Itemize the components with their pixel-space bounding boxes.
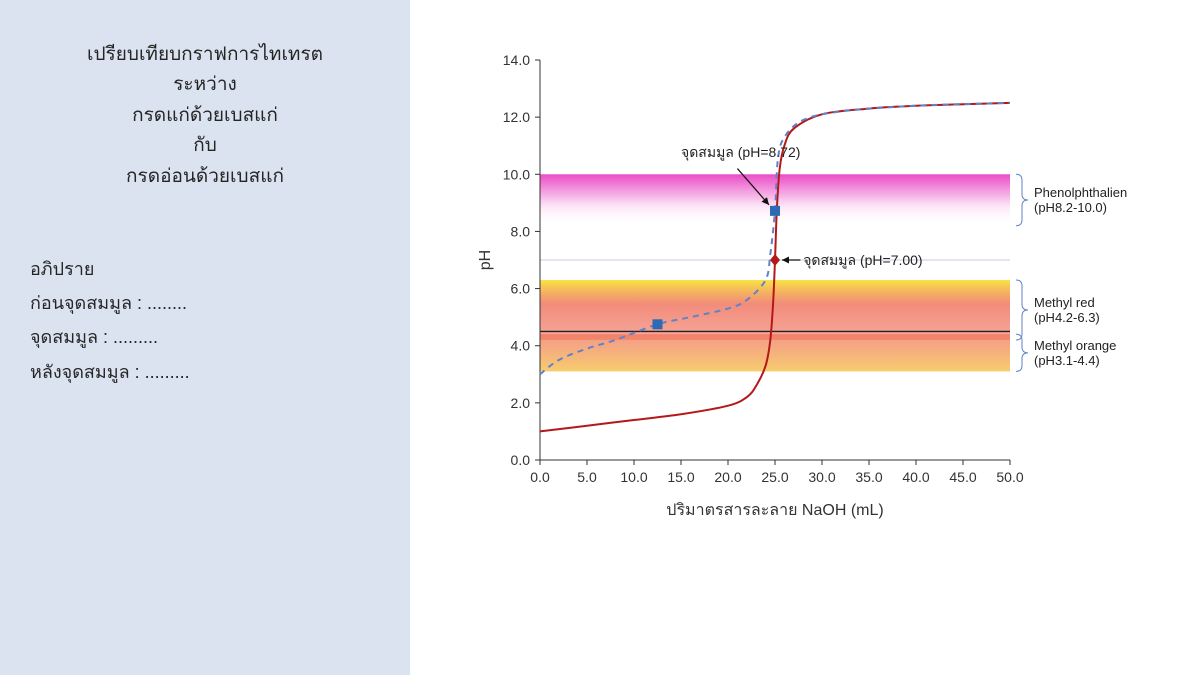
- svg-text:(pH4.2-6.3): (pH4.2-6.3): [1034, 310, 1100, 325]
- svg-text:0.0: 0.0: [511, 452, 531, 468]
- svg-text:4.0: 4.0: [511, 338, 531, 354]
- discuss-line: จุดสมมูล : .........: [30, 320, 380, 354]
- titration-chart: 0.0 5.0 10.0 15.0 20.0 25.0 30.0 35.0 40.0 45.0 50…: [450, 40, 1180, 620]
- title-line: เปรียบเทียบกราฟการไทเทรต: [30, 40, 380, 70]
- discuss-line: ก่อนจุดสมมูล : ........: [30, 286, 380, 320]
- svg-text:8.0: 8.0: [511, 223, 531, 239]
- svg-text:20.0: 20.0: [714, 469, 741, 485]
- svg-text:(pH8.2-10.0): (pH8.2-10.0): [1034, 200, 1107, 215]
- title-line: ระหว่าง: [30, 70, 380, 100]
- svg-text:14.0: 14.0: [503, 52, 530, 68]
- title-line: กับ: [30, 131, 380, 161]
- svg-text:6.0: 6.0: [511, 281, 531, 297]
- discuss-line: หลังจุดสมมูล : .........: [30, 355, 380, 389]
- svg-text:Methyl orange: Methyl orange: [1034, 338, 1116, 353]
- sidebar-panel: เปรียบเทียบกราฟการไทเทรต ระหว่าง กรดแก่ด…: [0, 0, 410, 675]
- svg-text:จุดสมมูล (pH=7.00): จุดสมมูล (pH=7.00): [803, 252, 922, 269]
- svg-text:Phenolphthalien: Phenolphthalien: [1034, 185, 1127, 200]
- title-line: กรดแก่ด้วยเบสแก่: [30, 101, 380, 131]
- sidebar-title: เปรียบเทียบกราฟการไทเทรต ระหว่าง กรดแก่ด…: [30, 40, 380, 192]
- title-line: กรดอ่อนด้วยเบสแก่: [30, 162, 380, 192]
- svg-text:10.0: 10.0: [620, 469, 647, 485]
- svg-text:45.0: 45.0: [949, 469, 976, 485]
- svg-text:35.0: 35.0: [855, 469, 882, 485]
- svg-text:Methyl red: Methyl red: [1034, 295, 1095, 310]
- svg-text:30.0: 30.0: [808, 469, 835, 485]
- svg-text:50.0: 50.0: [996, 469, 1023, 485]
- svg-text:40.0: 40.0: [902, 469, 929, 485]
- svg-text:pH: pH: [477, 250, 494, 270]
- svg-text:10.0: 10.0: [503, 166, 530, 182]
- svg-text:5.0: 5.0: [577, 469, 597, 485]
- chart-area: 0.0 5.0 10.0 15.0 20.0 25.0 30.0 35.0 40.0 45.0 50…: [410, 0, 1200, 675]
- svg-text:(pH3.1-4.4): (pH3.1-4.4): [1034, 353, 1100, 368]
- svg-text:0.0: 0.0: [530, 469, 550, 485]
- svg-text:25.0: 25.0: [761, 469, 788, 485]
- svg-text:ปริมาตรสารละลาย NaOH (mL): ปริมาตรสารละลาย NaOH (mL): [666, 502, 883, 519]
- discuss-heading: อภิปราย: [30, 252, 380, 286]
- svg-text:2.0: 2.0: [511, 395, 531, 411]
- svg-text:15.0: 15.0: [667, 469, 694, 485]
- svg-text:12.0: 12.0: [503, 109, 530, 125]
- svg-text:จุดสมมูล (pH=8.72): จุดสมมูล (pH=8.72): [681, 144, 800, 161]
- discussion-block: อภิปราย ก่อนจุดสมมูล : ........ จุดสมมูล…: [30, 252, 380, 389]
